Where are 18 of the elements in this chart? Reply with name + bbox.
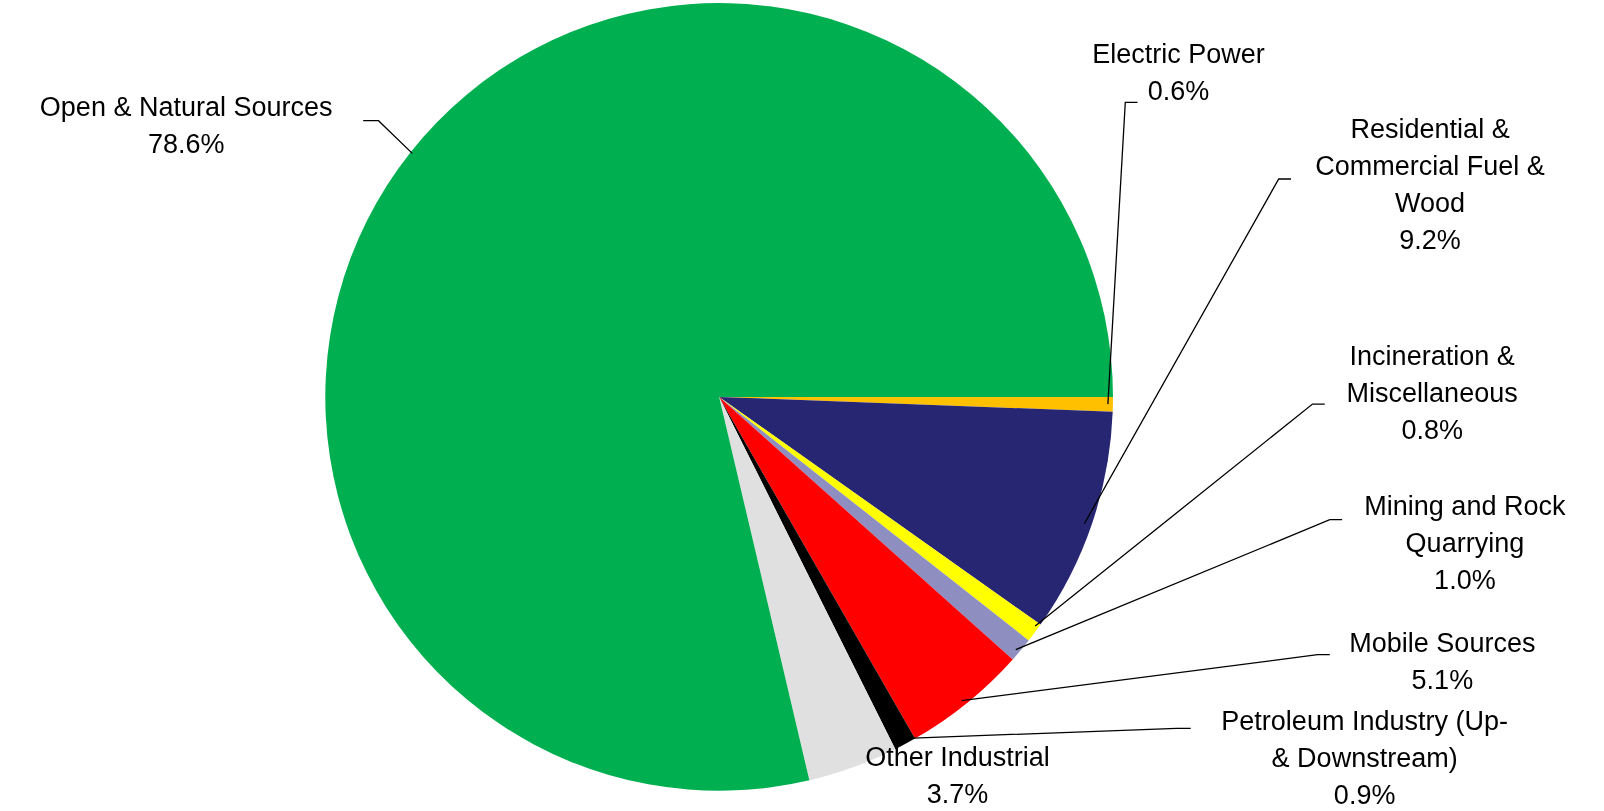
data-label: 3.7% <box>926 778 989 809</box>
slice-label: Open & Natural Sources <box>39 92 333 123</box>
pie-slice <box>719 396 1013 739</box>
pie-slice <box>719 396 1113 625</box>
slice-label: Other Industrial <box>865 741 1050 772</box>
data-label: 0.6% <box>1147 75 1210 106</box>
slice-label: Residential & Commercial Fuel & Wood <box>1315 113 1545 218</box>
data-label: 0.9% <box>1333 779 1396 810</box>
data-label: 0.8% <box>1401 414 1463 445</box>
slice-label: Incineration & Miscellaneous <box>1346 340 1518 408</box>
slice-label: Mining and Rock Quarrying <box>1364 491 1566 559</box>
data-label: 5.1% <box>1411 665 1474 696</box>
slice-label: Petroleum Industry (Up- & Downstream) <box>1221 705 1508 773</box>
slice-label: Electric Power <box>1092 38 1265 69</box>
data-label: 78.6% <box>147 129 225 160</box>
data-label: 1.0% <box>1434 565 1496 596</box>
data-label: 9.2% <box>1399 224 1461 255</box>
slice-label: Mobile Sources <box>1349 628 1536 659</box>
